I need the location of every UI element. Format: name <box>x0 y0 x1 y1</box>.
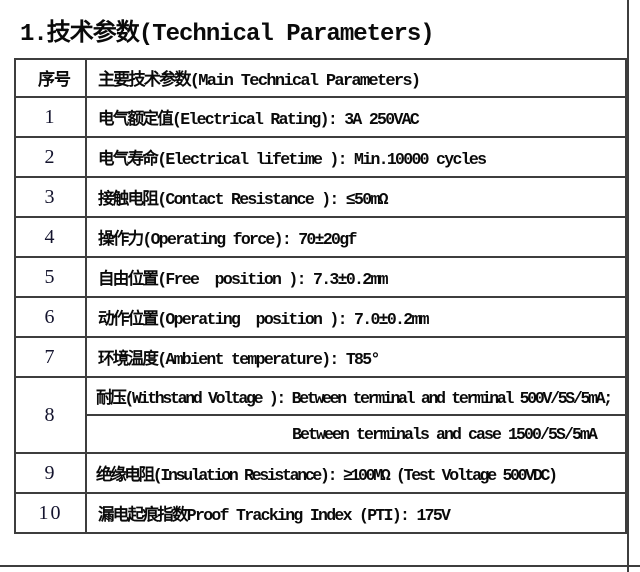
row-index: 8 <box>14 376 87 454</box>
technical-parameters-table: 序号 主要技术参数(Main Technical Parameters) 1 电… <box>14 58 627 534</box>
row-parameter-text: 电气寿命(Electrical lifetime ): Min.10000 cy… <box>85 136 627 178</box>
row-parameter-text: 自由位置(Free position ): 7.3±0.2mm <box>85 256 627 298</box>
row-parameter-text: 绝缘电阻(Insulation Resistance): ≥100MΩ (Tes… <box>85 452 627 494</box>
row-index: 5 <box>14 256 87 298</box>
table-row-withstand-voltage-line2: Between terminals and case 1500/5S/5mA <box>15 414 627 454</box>
table-row-withstand-voltage-line1: 8 耐压(Withstand Voltage ): Between termin… <box>14 376 627 454</box>
header-col-index: 序号 <box>14 58 87 98</box>
table-row: 4 操作力(Operating force): 70±20gf <box>14 216 627 258</box>
table-row: 9 绝缘电阻(Insulation Resistance): ≥100MΩ (T… <box>14 452 627 494</box>
row-index: 3 <box>14 176 87 218</box>
page-border-bottom <box>0 565 640 567</box>
row-parameter-text: 环境温度(Ambient temperature): T85° <box>85 336 627 378</box>
table-row: 1 电气额定值(Electrical Rating): 3A 250VAC <box>14 96 627 138</box>
row-index: 1 <box>14 96 87 138</box>
page-title: 1.技术参数(Technical Parameters) <box>20 21 435 48</box>
row-parameter-text: 电气额定值(Electrical Rating): 3A 250VAC <box>85 96 627 138</box>
table-row: 6 动作位置(Operating position ): 7.0±0.2mm <box>14 296 627 338</box>
table-header-row: 序号 主要技术参数(Main Technical Parameters) <box>14 58 627 98</box>
row-parameter-text: 动作位置(Operating position ): 7.0±0.2mm <box>85 296 627 338</box>
row-parameter-text: 接触电阻(Contact Resistance ): ≤50mΩ <box>85 176 627 218</box>
table-row: 2 电气寿命(Electrical lifetime ): Min.10000 … <box>14 136 627 178</box>
row-parameter-text-line1: 耐压(Withstand Voltage ): Between terminal… <box>85 376 627 416</box>
row-parameter-text: 漏电起痕指数Proof Tracking Index (PTI): 175V <box>85 492 627 534</box>
row-index: 9 <box>14 452 87 494</box>
row-parameter-text-line2: Between terminals and case 1500/5S/5mA <box>85 414 627 454</box>
table-row: 7 环境温度(Ambient temperature): T85° <box>14 336 627 378</box>
row-index: 6 <box>14 296 87 338</box>
header-col-parameters: 主要技术参数(Main Technical Parameters) <box>85 58 627 98</box>
table-row: 3 接触电阻(Contact Resistance ): ≤50mΩ <box>14 176 627 218</box>
row-parameter-text: 操作力(Operating force): 70±20gf <box>85 216 627 258</box>
row-index: 7 <box>14 336 87 378</box>
table-row: 5 自由位置(Free position ): 7.3±0.2mm <box>14 256 627 298</box>
table-row: 10 漏电起痕指数Proof Tracking Index (PTI): 175… <box>14 492 627 534</box>
row-index: 10 <box>14 492 87 534</box>
row-index: 2 <box>14 136 87 178</box>
row-index: 4 <box>14 216 87 258</box>
page-border-right <box>627 0 629 572</box>
